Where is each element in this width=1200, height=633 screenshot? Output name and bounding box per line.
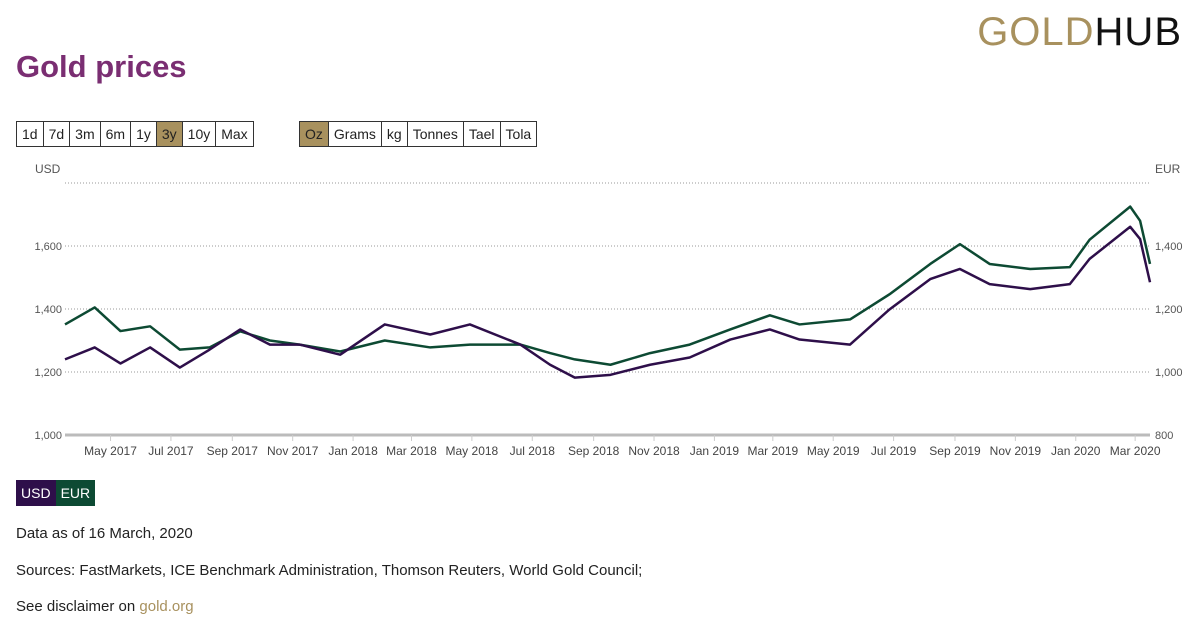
legend: USD EUR [16, 480, 96, 506]
disclaimer-text: See disclaimer on [16, 598, 140, 615]
x-tick-label: Nov 2017 [267, 444, 319, 458]
range-button-1y[interactable]: 1y [130, 121, 157, 147]
right-axis-label: EUR [1155, 162, 1181, 176]
sources: Sources: FastMarkets, ICE Benchmark Admi… [16, 562, 643, 579]
x-tick-label: Jul 2017 [148, 444, 194, 458]
y-tick-eur: 1,200 [1155, 304, 1183, 316]
unit-button-oz[interactable]: Oz [299, 121, 329, 147]
range-button-max[interactable]: Max [215, 121, 254, 147]
gold-org-link[interactable]: gold.org [139, 598, 194, 615]
unit-button-tael[interactable]: Tael [462, 121, 501, 147]
range-button-3y[interactable]: 3y [155, 121, 183, 147]
goldhub-logo: GOLDHUB [977, 10, 1182, 55]
y-tick-usd: 1,600 [34, 241, 62, 253]
left-axis-label: USD [35, 162, 61, 176]
unit-button-tola[interactable]: Tola [499, 121, 538, 147]
x-tick-label: May 2017 [84, 444, 137, 458]
x-tick-label: May 2018 [446, 444, 499, 458]
price-chart: USD EUR 1,000 800 1,200 1,000 1,400 1,200 1,600 1… [34, 162, 1183, 458]
x-tick-label: Jul 2018 [510, 444, 556, 458]
x-tick-label: May 2019 [807, 444, 860, 458]
range-buttons: 1d 7d 3m 6m 1y 3y 10y Max [16, 121, 254, 147]
x-tick-label: Jan 2018 [328, 444, 378, 458]
unit-button-tonnes[interactable]: Tonnes [406, 121, 464, 147]
legend-usd[interactable]: USD [16, 480, 56, 506]
x-tick-label: Jul 2019 [871, 444, 917, 458]
range-button-6m[interactable]: 6m [99, 121, 132, 147]
range-button-10y[interactable]: 10y [181, 121, 217, 147]
disclaimer: See disclaimer on gold.org [16, 598, 194, 615]
range-button-7d[interactable]: 7d [42, 121, 71, 147]
x-tick-label: Jan 2019 [690, 444, 740, 458]
y-tick-eur: 1,000 [1155, 367, 1183, 379]
range-button-1d[interactable]: 1d [16, 121, 44, 147]
data-as-of: Data as of 16 March, 2020 [16, 525, 193, 542]
x-tick-label: Sep 2019 [929, 444, 981, 458]
unit-buttons: Oz Grams kg Tonnes Tael Tola [299, 121, 538, 147]
x-tick-label: Sep 2017 [207, 444, 259, 458]
legend-eur[interactable]: EUR [55, 480, 96, 506]
y-tick-eur: 1,400 [1155, 241, 1183, 253]
range-button-3m[interactable]: 3m [69, 121, 101, 147]
x-tick-label: Nov 2019 [990, 444, 1042, 458]
series-line-eur [64, 205, 1152, 367]
page-title: Gold prices [16, 49, 187, 84]
logo-hub: HUB [1094, 10, 1182, 54]
x-tick-label: Mar 2020 [1110, 444, 1161, 458]
x-tick-label: Sep 2018 [568, 444, 620, 458]
unit-button-kg[interactable]: kg [380, 121, 408, 147]
logo-gold: GOLD [977, 10, 1095, 54]
x-tick-label: Mar 2018 [386, 444, 437, 458]
x-tick-label: Jan 2020 [1051, 444, 1101, 458]
x-tick-label: Nov 2018 [628, 444, 680, 458]
y-tick-usd: 1,000 [34, 430, 62, 442]
y-tick-eur: 800 [1155, 430, 1173, 442]
series-line-usd [64, 225, 1152, 379]
y-tick-usd: 1,200 [34, 367, 62, 379]
x-tick-label: Mar 2019 [747, 444, 798, 458]
unit-button-grams[interactable]: Grams [327, 121, 382, 147]
y-tick-usd: 1,400 [34, 304, 62, 316]
